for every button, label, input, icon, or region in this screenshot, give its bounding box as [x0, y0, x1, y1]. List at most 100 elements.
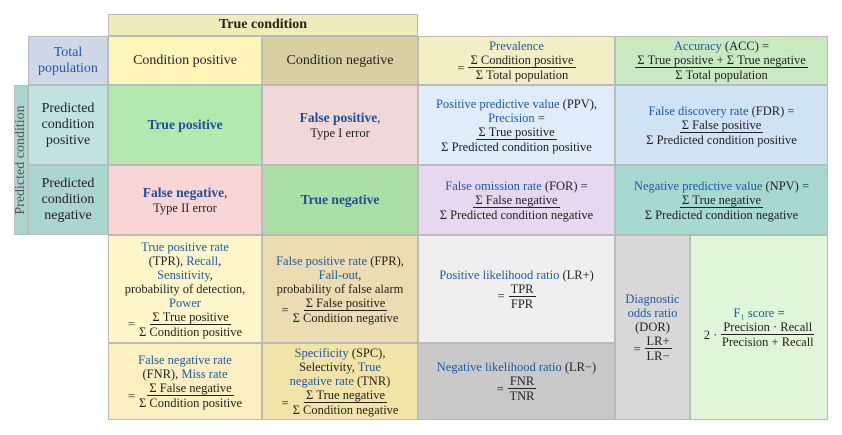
text-line: negative rate (TNR): [290, 374, 391, 388]
text-line: False negative,: [143, 185, 227, 200]
cell: Negative likelihood ratio (LR−) = FNR TNR: [418, 343, 615, 420]
text-line: False positive rate (FPR),: [276, 254, 404, 268]
text-line: True positive rate: [141, 240, 229, 254]
text-line: F₁ score =: [734, 306, 785, 320]
text-line: Precision =: [488, 111, 545, 125]
fraction-lead: =: [496, 381, 504, 396]
term: Fall-out: [318, 267, 359, 282]
cell: Prevalence = Σ Condition positive Σ Total p…: [418, 36, 615, 85]
denominator: TNR: [509, 389, 535, 403]
cell: Predicted condition negative: [28, 165, 108, 235]
text: Condition negative: [286, 52, 394, 68]
numerator: Σ True positive: [476, 124, 557, 140]
text-line: Specificity (SPC),: [295, 346, 386, 360]
term: Miss rate: [181, 367, 228, 381]
denominator: Σ Predicted condition negative: [439, 207, 594, 222]
denominator: FPR: [510, 296, 534, 311]
text: (SPC),: [348, 346, 386, 360]
text-line: Diagnostic: [625, 292, 679, 306]
fraction: = Σ False negative Σ Condition positive: [128, 381, 242, 410]
cell: Predicted condition positive: [28, 85, 108, 165]
text-line: probability of detection,: [125, 282, 245, 296]
numerator: FNR: [507, 374, 537, 389]
cell: Diagnostic odds ratio (DOR) = LR+ LR−: [615, 235, 690, 420]
fraction-body: Σ True positive Σ Condition positive: [139, 310, 242, 339]
side-label: Predicted condition: [14, 85, 28, 235]
numerator: Precision · Recall: [721, 320, 815, 335]
text: Type I error: [310, 125, 370, 140]
denominator: Σ Condition negative: [292, 310, 399, 325]
cell: True positive rate (TPR), Recall, Sensitiv…: [108, 235, 262, 343]
numerator: Σ False negative: [147, 381, 234, 396]
text-line: False discovery rate (FDR) =: [649, 104, 795, 118]
term: False negative rate: [138, 353, 232, 367]
term-strong: True negative: [300, 192, 380, 208]
cell: True negative: [262, 165, 418, 235]
text: (NPV) =: [762, 178, 810, 193]
fraction-body: LR+ LR−: [644, 334, 672, 363]
fraction-body: FNR TNR: [507, 374, 537, 403]
cell: Total population: [28, 36, 108, 85]
text: (FPR),: [367, 253, 404, 268]
text-line: Power: [169, 296, 201, 310]
text: =: [774, 306, 785, 320]
text: Type II error: [153, 200, 217, 215]
term: False omission rate: [445, 178, 542, 193]
cell: False discovery rate (FDR) = Σ False posi…: [615, 85, 828, 165]
text-line: Positive predictive value (PPV),: [436, 97, 597, 111]
fraction-lead: =: [497, 289, 505, 303]
header: True condition: [108, 14, 418, 36]
text-line: Predicted condition positive: [31, 101, 105, 148]
fraction: Σ True positive Σ Predicted condition pos…: [441, 125, 592, 154]
term: negative rate: [289, 374, 354, 388]
text-line: Type II error: [153, 201, 217, 215]
term: F₁ score: [733, 306, 775, 320]
text: probability of detection,: [124, 281, 246, 296]
denominator: Precision + Recall: [721, 335, 814, 349]
text-line: Condition positive: [133, 53, 237, 69]
cell: Condition negative: [262, 36, 418, 85]
text: (DOR): [635, 320, 670, 334]
text: Selectivity,: [299, 360, 358, 374]
text: (PPV),: [559, 96, 598, 111]
cell: False positive, Type I error: [262, 85, 418, 165]
text-line: False omission rate (FOR) =: [445, 179, 587, 193]
fraction-body: Σ True positive + Σ True negative Σ Total…: [635, 53, 808, 82]
numerator: TPR: [508, 281, 536, 297]
denominator: Σ Condition negative: [292, 403, 399, 417]
text-line: Negative predictive value (NPV) =: [634, 179, 809, 193]
fraction: Σ True positive + Σ True negative Σ Total…: [635, 53, 808, 82]
cell: Condition positive: [108, 36, 262, 85]
term: odds ratio: [627, 306, 678, 320]
fraction: Σ False positive Σ Predicted condition po…: [646, 118, 797, 147]
fraction-body: Σ True negative Σ Condition negative: [293, 388, 399, 417]
numerator: Σ False positive: [303, 295, 388, 311]
text: (FNR),: [142, 367, 182, 381]
side-label-text: Predicted condition: [14, 105, 28, 215]
term-strong: True positive: [147, 117, 223, 133]
cell: False negative, Type II error: [108, 165, 262, 235]
numerator: Σ False positive: [679, 117, 764, 133]
cell: Negative predictive value (NPV) = Σ True …: [615, 165, 828, 235]
text-line: probability of false alarm: [277, 282, 404, 296]
fraction: = Σ True positive Σ Condition positive: [128, 310, 242, 339]
text: (TPR),: [148, 253, 187, 268]
text: (LR+): [559, 267, 594, 282]
fraction-body: Precision · Recall Precision + Recall: [721, 320, 815, 349]
text-line: Predicted condition negative: [31, 176, 105, 223]
denominator: Σ Total population: [675, 68, 768, 82]
fraction: Σ True negative Σ Predicted condition neg…: [645, 193, 798, 222]
text-line: True negative: [301, 192, 380, 207]
text: =: [534, 110, 545, 125]
header-text: True condition: [218, 17, 308, 33]
term: Power: [169, 295, 201, 310]
fraction-lead: =: [281, 395, 289, 410]
fraction: = TPR FPR: [498, 282, 536, 311]
text-line: Negative likelihood ratio (LR−): [437, 360, 596, 374]
cell: F₁ score = 2 · Precision · Recall Precision…: [690, 235, 828, 420]
term: Negative likelihood ratio: [436, 360, 562, 374]
text: (FOR) =: [541, 178, 588, 193]
term: Diagnostic: [625, 292, 680, 306]
fraction-lead: =: [633, 341, 641, 356]
